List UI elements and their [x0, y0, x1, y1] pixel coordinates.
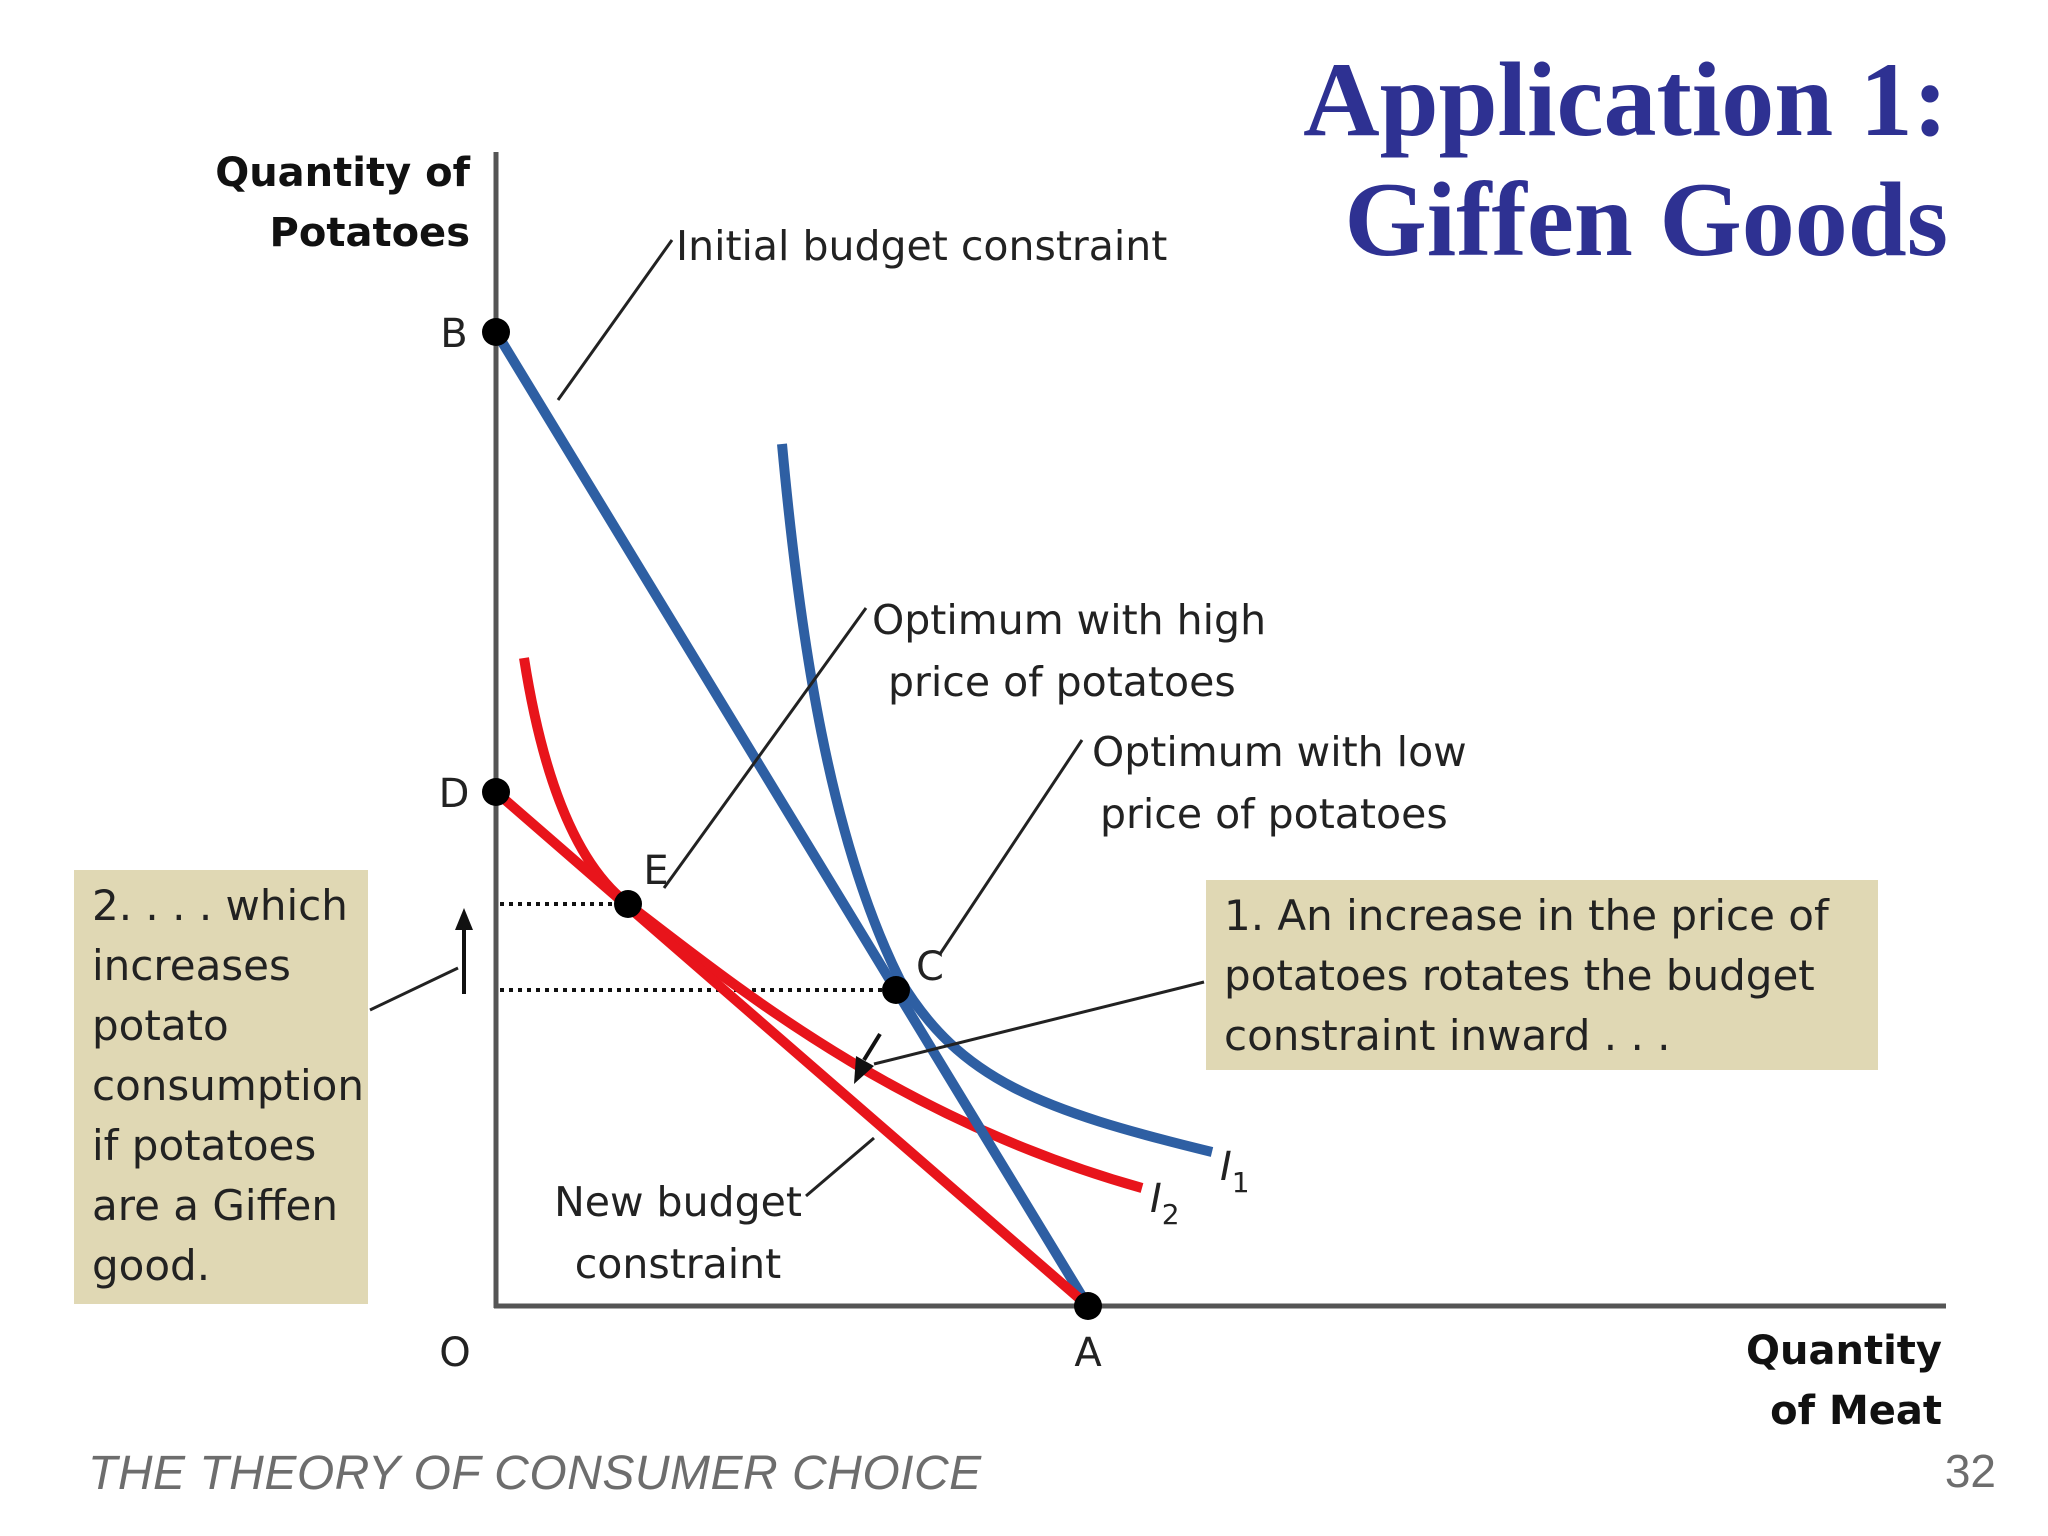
point-label-d: D: [439, 771, 470, 817]
curve-label-i2: I2: [1150, 1176, 1180, 1231]
y-axis-title-line-2: Potatoes: [270, 210, 470, 256]
curve-label-i1: I1: [1220, 1144, 1250, 1199]
right-callout-line-2: potatoes rotates the budget: [1224, 951, 1815, 1000]
left-callout-line-1: 2. . . . which: [92, 881, 348, 930]
rotation-arrow-shaft: [862, 1032, 882, 1062]
label-new-budget-2: constraint: [575, 1240, 781, 1288]
leader-new-budget: [805, 1136, 875, 1198]
left-callout-line-4: consumption: [92, 1061, 364, 1110]
left-callout-line-3: potato: [92, 1001, 229, 1050]
footer-course-title: THE THEORY OF CONSUMER CHOICE: [88, 1447, 982, 1500]
point-c: [882, 976, 910, 1004]
point-d: [482, 778, 510, 806]
y-axis-title-line-1: Quantity of: [215, 150, 470, 196]
label-optimum-high-2: price of potatoes: [888, 658, 1236, 706]
leader-optimum-high: [662, 607, 868, 889]
right-callout-box: [1206, 880, 1878, 1070]
point-a: [1074, 1292, 1102, 1320]
slide-title: Application 1: Giffen Goods: [1303, 40, 1948, 280]
indifference-curve-i2: [519, 657, 1144, 1193]
rotation-arrow-head: [854, 1056, 874, 1084]
point-e: [614, 890, 642, 918]
point-label-b: B: [440, 311, 467, 357]
right-callout-line-3: constraint inward . . .: [1224, 1011, 1671, 1060]
left-callout-line-6: are a Giffen: [92, 1181, 338, 1230]
leader-left-callout: [369, 966, 459, 1012]
left-callout-line-7: good.: [92, 1241, 210, 1290]
leader-right-callout: [873, 980, 1205, 1066]
leader-optimum-low: [938, 739, 1084, 955]
left-callout-line-5: if potatoes: [92, 1121, 316, 1170]
right-callout-line-1: 1. An increase in the price of: [1224, 891, 1830, 940]
page-number: 32: [1944, 1445, 1996, 1497]
up-arrow-head: [455, 908, 473, 930]
x-axis-title-line-2: of Meat: [1770, 1388, 1942, 1434]
indifference-curve-i1: [777, 443, 1214, 1157]
label-initial-budget: Initial budget constraint: [676, 222, 1167, 270]
initial-budget-line: [491, 329, 1093, 1309]
label-optimum-low-2: price of potatoes: [1100, 790, 1448, 838]
label-optimum-high-1: Optimum with high: [872, 596, 1266, 644]
new-budget-line: [492, 788, 1092, 1310]
x-axis-title-line-1: Quantity: [1746, 1328, 1942, 1374]
origin-label: O: [439, 1330, 470, 1376]
title-line-1: Application 1:: [1303, 41, 1948, 158]
title-line-2: Giffen Goods: [1344, 161, 1948, 278]
point-label-c: C: [916, 944, 944, 990]
left-callout-box: [74, 870, 368, 1304]
point-b: [482, 318, 510, 346]
point-label-a: A: [1074, 1330, 1102, 1376]
label-optimum-low-1: Optimum with low: [1092, 728, 1467, 776]
left-callout-line-2: increases: [92, 941, 291, 990]
leader-initial-budget: [556, 239, 674, 401]
label-new-budget-1: New budget: [554, 1178, 802, 1226]
